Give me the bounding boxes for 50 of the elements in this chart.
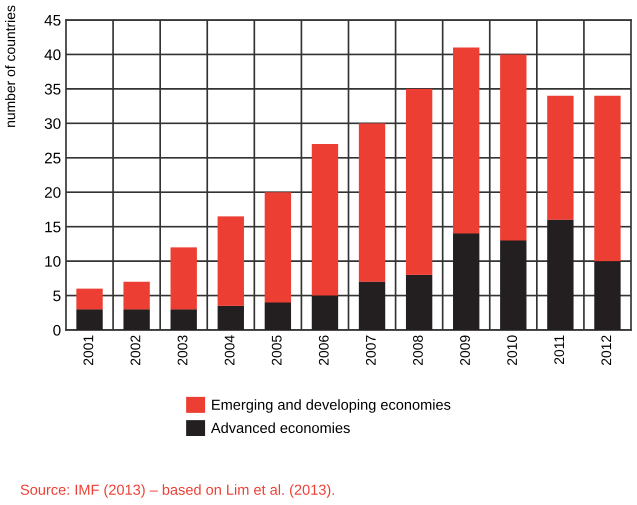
bar: [170, 309, 197, 330]
y-tick-label: 10: [45, 256, 61, 267]
bar: [123, 282, 150, 310]
bar: [264, 192, 292, 302]
x-tick-label: 2011: [554, 336, 564, 364]
x-tick-label: 2007: [366, 336, 376, 366]
bar: [358, 282, 386, 330]
bar: [218, 216, 244, 306]
bar: [123, 309, 150, 330]
bar: [76, 288, 103, 310]
bar: [453, 234, 480, 330]
legend-label: Emerging and developing economies: [212, 399, 450, 413]
bar: [500, 240, 526, 330]
y-tick-label: 30: [44, 118, 61, 130]
x-tick-label: 2002: [130, 336, 140, 366]
x-tick-label: 2006: [318, 335, 329, 366]
bar: [453, 48, 480, 234]
bar: [76, 309, 103, 330]
y-tick-label: 25: [44, 152, 60, 164]
bar: [264, 302, 292, 330]
bar: [218, 306, 244, 330]
y-tick-label: 45: [44, 15, 60, 26]
x-tick-label: 2012: [601, 336, 612, 366]
y-tick-label: 40: [44, 49, 61, 60]
y-tick-label: 35: [44, 84, 60, 95]
x-tick-label: 2010: [507, 335, 518, 366]
bar: [547, 220, 574, 330]
bar: [500, 54, 526, 240]
bar: [594, 96, 621, 262]
y-tick-label: 0: [53, 324, 61, 336]
legend-label: Advanced economies: [210, 422, 350, 434]
y-tick-label: 15: [45, 222, 60, 232]
x-tick-label: 2009: [460, 336, 470, 366]
x-tick-label: 2005: [272, 335, 282, 366]
y-tick-label: 5: [53, 290, 60, 302]
bar: [312, 296, 338, 330]
bar: [547, 96, 574, 220]
bar: [406, 274, 432, 330]
bar: [406, 88, 432, 275]
y-tick-label: 20: [44, 187, 61, 198]
x-tick-label: 2008: [413, 335, 423, 366]
source-note: Source: IMF (2013) – based on Lim et al. (2013).: [20, 484, 334, 498]
bar: [170, 247, 197, 310]
x-tick-label: 2004: [224, 335, 235, 366]
y-axis-title: number of countries: [5, 6, 16, 127]
bar: [594, 261, 621, 330]
bar: [358, 123, 386, 282]
x-tick-label: 2001: [83, 336, 94, 366]
x-tick-label: 2003: [178, 335, 188, 366]
bar: [312, 144, 338, 296]
